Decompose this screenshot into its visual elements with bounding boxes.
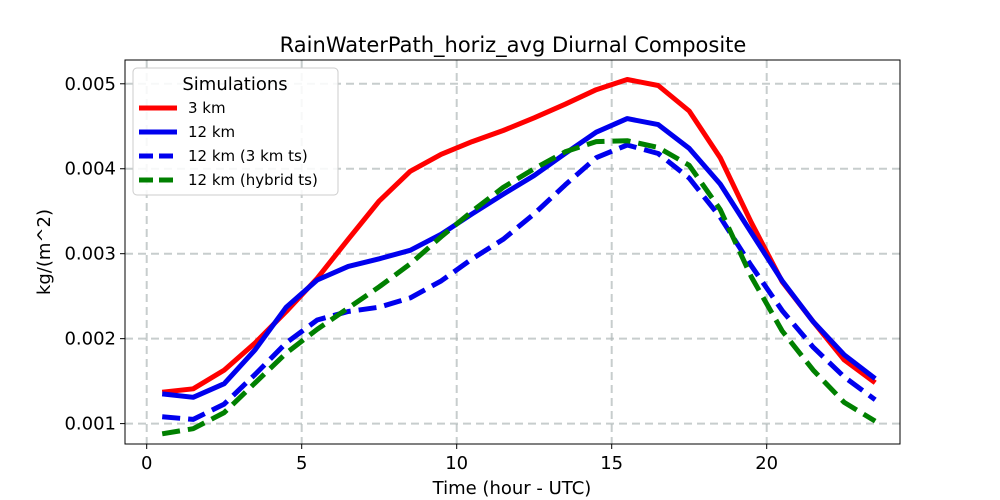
y-tick-label: 0.005 bbox=[64, 74, 116, 95]
gridlines bbox=[125, 60, 900, 444]
chart-title: RainWaterPath_horiz_avg Diurnal Composit… bbox=[280, 33, 747, 58]
x-tick-label: 10 bbox=[445, 453, 468, 474]
x-tick-label: 15 bbox=[600, 453, 623, 474]
x-tick-label: 5 bbox=[296, 453, 307, 474]
y-tick-label: 0.001 bbox=[64, 414, 116, 435]
legend-label: 12 km (hybrid ts) bbox=[188, 171, 318, 189]
x-axis-label: Time (hour - UTC) bbox=[432, 478, 592, 499]
y-tick-label: 0.002 bbox=[64, 329, 116, 350]
legend-label: 12 km bbox=[188, 123, 235, 141]
series-line-12-km-3-km-ts bbox=[161, 142, 877, 422]
series-lines bbox=[161, 77, 877, 437]
y-tick-label: 0.004 bbox=[64, 159, 116, 180]
legend-label: 3 km bbox=[188, 99, 226, 117]
x-tick-label: 20 bbox=[755, 453, 778, 474]
series-line-12-km bbox=[161, 116, 877, 400]
y-tick-label: 0.003 bbox=[64, 244, 116, 265]
series-line-12-km-hybrid-ts bbox=[161, 138, 877, 437]
x-tick-label: 0 bbox=[141, 453, 152, 474]
legend-label: 12 km (3 km ts) bbox=[188, 147, 308, 165]
legend-title: Simulations bbox=[182, 74, 287, 95]
y-axis-label: kg/(m^2) bbox=[34, 209, 55, 295]
legend-box bbox=[132, 67, 339, 196]
legend-entries: 3 km 12 km 12 km (3 km ts) 12 km (hybrid ts… bbox=[139, 99, 318, 189]
legend: Simulations 3 km 12 km 12 km (3 km ts) 12 k… bbox=[132, 67, 339, 196]
axis-ticks: 0 5 10 15 20 0.001 0.002 0.003 0.004 0.005 bbox=[64, 74, 778, 474]
plot-frame bbox=[124, 59, 901, 445]
